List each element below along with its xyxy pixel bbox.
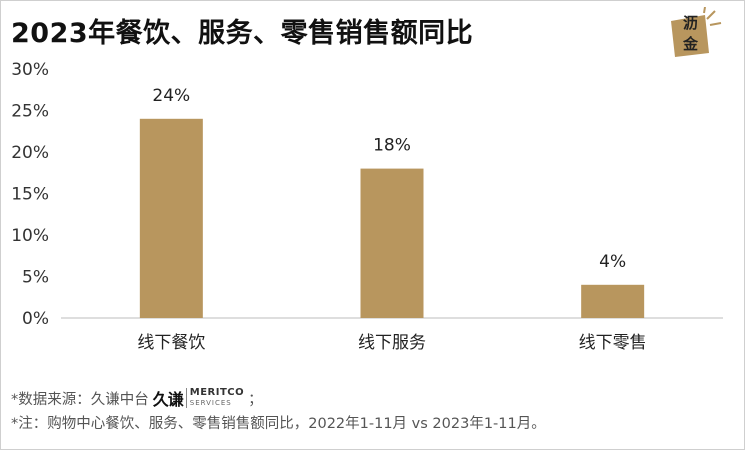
bar-1 — [139, 118, 203, 318]
x-tick-label: 线下零售 — [579, 333, 647, 353]
source-note: *数据来源：久谦中台 久谦 MERITCO SERVICES ； — [11, 386, 263, 410]
meritco-logo-en-top: MERITCO — [189, 387, 245, 398]
logo-text-bottom: 金 — [683, 35, 699, 53]
source-note-suffix: ； — [248, 391, 263, 408]
source-note-prefix: *数据来源：久谦中台 — [11, 391, 149, 408]
bar-chart: 0% 5% 10% 15% 20% 25% 30% 24% 线下餐饮 18% 线下服务 4% 线下零售 — [11, 60, 723, 353]
logo-text-top: 沥 — [683, 14, 699, 32]
bar-3 — [581, 284, 645, 318]
data-label: 18% — [373, 136, 411, 156]
meritco-logo: 久谦 MERITCO SERVICES — [153, 386, 244, 410]
data-label: 4% — [599, 252, 626, 272]
meritco-logo-en-bottom: SERVICES — [189, 399, 232, 407]
bar-2 — [360, 168, 424, 318]
data-label: 24% — [152, 86, 190, 106]
meritco-logo-en: MERITCO SERVICES — [190, 388, 244, 408]
y-tick-label: 30% — [11, 60, 49, 80]
brand-logo: 沥 金 — [669, 7, 727, 59]
x-tick-label: 线下服务 — [358, 333, 426, 353]
y-tick-label: 15% — [11, 185, 49, 205]
x-tick-label: 线下餐饮 — [137, 333, 205, 353]
y-tick-label: 0% — [22, 309, 49, 329]
meritco-logo-cn: 久谦 — [152, 390, 184, 409]
meritco-logo-divider — [185, 388, 187, 408]
y-tick-label: 20% — [11, 143, 49, 163]
footnote: *注：购物中心餐饮、服务、零售销售额同比，2022年1-11月 vs 2023年… — [11, 416, 546, 432]
logo-mark-icon — [671, 7, 722, 57]
chart-title: 2023年餐饮、服务、零售销售额同比 — [11, 18, 474, 49]
y-tick-label: 5% — [22, 268, 49, 288]
y-tick-label: 10% — [11, 226, 49, 246]
y-tick-label: 25% — [11, 102, 49, 122]
